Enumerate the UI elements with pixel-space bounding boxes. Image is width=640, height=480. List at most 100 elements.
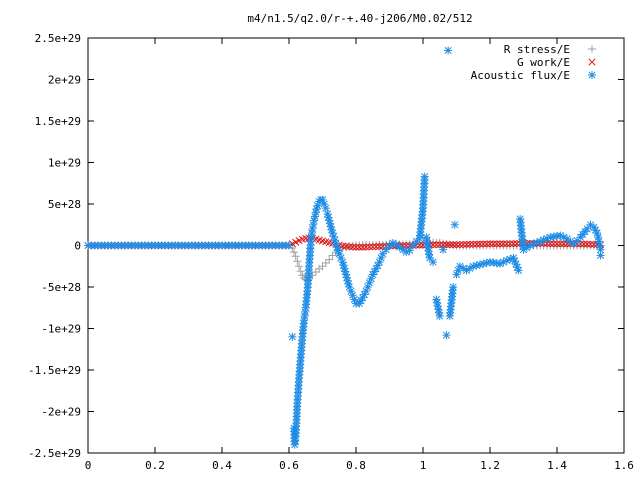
data-point-dense (439, 241, 447, 249)
x-tick-label: 1.4 (547, 459, 567, 472)
data-point-dense (556, 240, 564, 248)
data-point (439, 245, 448, 254)
data-point (288, 332, 297, 341)
data-point-dense (476, 240, 484, 248)
data-point (420, 172, 429, 181)
data-point-dense (496, 240, 504, 248)
x-tick-label: 1.6 (614, 459, 634, 472)
data-point (345, 243, 353, 251)
data-point-dense (307, 229, 316, 238)
data-point (290, 440, 299, 449)
data-point-dense (307, 233, 316, 242)
y-tick-label: 2.5e+29 (35, 32, 81, 45)
data-point (296, 267, 305, 276)
data-point (378, 249, 387, 258)
data-point (321, 258, 330, 267)
data-point-dense (456, 241, 464, 249)
data-point-dense (546, 240, 554, 248)
data-point (435, 312, 444, 321)
data-point (435, 239, 444, 248)
data-point-dense (301, 307, 310, 316)
data-point (352, 243, 360, 251)
data-point (429, 258, 438, 267)
data-point (503, 240, 511, 248)
data-point (321, 204, 330, 213)
data-point (444, 46, 453, 55)
data-point (425, 253, 434, 262)
x-tick-label: 0 (85, 459, 92, 472)
data-point-dense (362, 243, 370, 251)
data-point-dense (489, 240, 497, 248)
data-point (372, 264, 381, 273)
data-point-dense (300, 312, 309, 321)
data-point (469, 240, 477, 248)
x-tick-label: 1.2 (480, 459, 500, 472)
y-tick-label: -5e+28 (41, 281, 81, 294)
x-tick-label: 0.8 (346, 459, 366, 472)
data-point-dense (506, 240, 514, 248)
data-point (293, 257, 302, 266)
data-point (502, 256, 511, 265)
data-point (449, 283, 458, 291)
y-tick-label: 0 (74, 240, 81, 253)
data-point (436, 241, 444, 249)
y-tick-label: 5e+28 (48, 198, 81, 211)
data-point-dense (509, 240, 518, 248)
data-point-dense (542, 234, 551, 243)
data-point (368, 270, 377, 279)
y-tick-label: 1.5e+29 (35, 115, 81, 128)
legend-marker (588, 71, 596, 79)
data-point (452, 241, 461, 249)
data-point-dense (432, 241, 440, 249)
y-tick-label: -2.5e+29 (28, 447, 81, 460)
legend-label: G work/E (517, 56, 570, 69)
data-point (311, 268, 320, 277)
data-point-dense (349, 243, 357, 251)
data-point (325, 255, 334, 264)
legend-label: R stress/E (504, 43, 570, 56)
data-point-dense (459, 240, 467, 249)
data-point (318, 262, 327, 271)
data-point-dense (493, 240, 501, 248)
data-point-dense (372, 243, 380, 251)
data-point (291, 252, 300, 261)
y-axis-ticks: -2.5e+29 -2e+29 -1.5e+29 -1e+29 -5e+28 0 5e+28… (28, 32, 624, 460)
data-point-dense (580, 240, 588, 248)
data-point (402, 248, 411, 257)
data-point (290, 248, 299, 257)
x-tick-label: 1 (420, 459, 427, 472)
data-point (553, 240, 561, 248)
data-point (382, 245, 391, 254)
data-point-dense (583, 240, 591, 248)
x-tick-label: 0.6 (279, 459, 299, 472)
data-point-dense (375, 242, 384, 251)
data-point-dense (590, 240, 598, 248)
legend-marker (588, 45, 596, 53)
data-point (442, 331, 451, 340)
data-point-dense (483, 240, 491, 248)
data-point-dense (473, 240, 481, 248)
legend-marker (588, 58, 596, 66)
data-point (596, 251, 605, 260)
data-point (292, 238, 300, 246)
data-point-dense (465, 264, 474, 273)
data-point (369, 243, 377, 251)
data-point-dense (466, 240, 474, 248)
data-point-dense (433, 298, 442, 307)
data-point (586, 240, 595, 248)
data-point (569, 239, 578, 248)
data-point-dense (326, 222, 335, 231)
y-tick-label: 1e+29 (48, 157, 81, 170)
y-tick-label: -2e+29 (41, 406, 81, 419)
data-point (583, 224, 592, 233)
data-point-dense (442, 241, 451, 249)
data-point-dense (560, 240, 568, 248)
series-acoustic-flux-e (84, 46, 605, 449)
y-tick-label: 2e+29 (48, 74, 81, 87)
data-point-dense (446, 241, 454, 249)
data-point (328, 251, 337, 260)
data-point-dense (559, 233, 568, 242)
x-axis-ticks: 0 0.2 0.4 0.6 0.8 1 1.2 1.4 1.6 (85, 38, 634, 472)
y-tick-label: -1.5e+29 (28, 364, 81, 377)
